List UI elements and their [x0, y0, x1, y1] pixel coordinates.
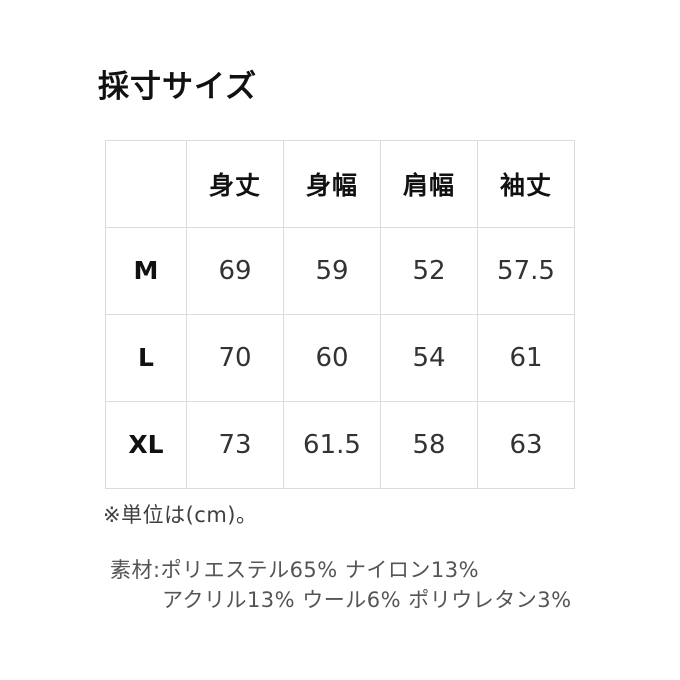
value-cell: 73 — [186, 400, 284, 489]
material-line-1: 素材:ポリエステル65% ナイロン13% — [110, 557, 480, 582]
value-cell: 54 — [380, 313, 478, 402]
value-cell: 58 — [380, 400, 478, 489]
value-cell: 61 — [477, 313, 575, 402]
size-label-cell: XL — [105, 400, 187, 489]
value-cell: 61.5 — [283, 400, 381, 489]
value-cell: 52 — [380, 226, 478, 315]
header-cell-body-length: 身丈 — [186, 139, 284, 228]
table-row-xl: XL 73 61.5 58 63 — [105, 400, 575, 489]
table-header-row: 身丈 身幅 肩幅 袖丈 — [105, 139, 575, 228]
value-cell: 70 — [186, 313, 284, 402]
size-label-cell: M — [105, 226, 187, 315]
table-row-l: L 70 60 54 61 — [105, 313, 575, 402]
header-cell-size — [105, 139, 187, 228]
value-cell: 69 — [186, 226, 284, 315]
size-label-cell: L — [105, 313, 187, 402]
value-cell: 63 — [477, 400, 575, 489]
table-row-m: M 69 59 52 57.5 — [105, 226, 575, 315]
value-cell: 57.5 — [477, 226, 575, 315]
page-title: 採寸サイズ — [98, 69, 258, 105]
header-cell-body-width: 身幅 — [283, 139, 381, 228]
value-cell: 59 — [283, 226, 381, 315]
header-cell-shoulder-width: 肩幅 — [380, 139, 478, 228]
value-cell: 60 — [283, 313, 381, 402]
size-table: 身丈 身幅 肩幅 袖丈 M 69 59 52 57.5 L 70 60 54 6… — [105, 139, 575, 489]
material-line-2: アクリル13% ウール6% ポリウレタン3% — [162, 587, 572, 612]
header-cell-sleeve-length: 袖丈 — [477, 139, 575, 228]
material-info: 素材:ポリエステル65% ナイロン13% アクリル13% ウール6% ポリウレタ… — [110, 555, 680, 615]
unit-note: ※単位は(cm)。 — [103, 502, 258, 527]
